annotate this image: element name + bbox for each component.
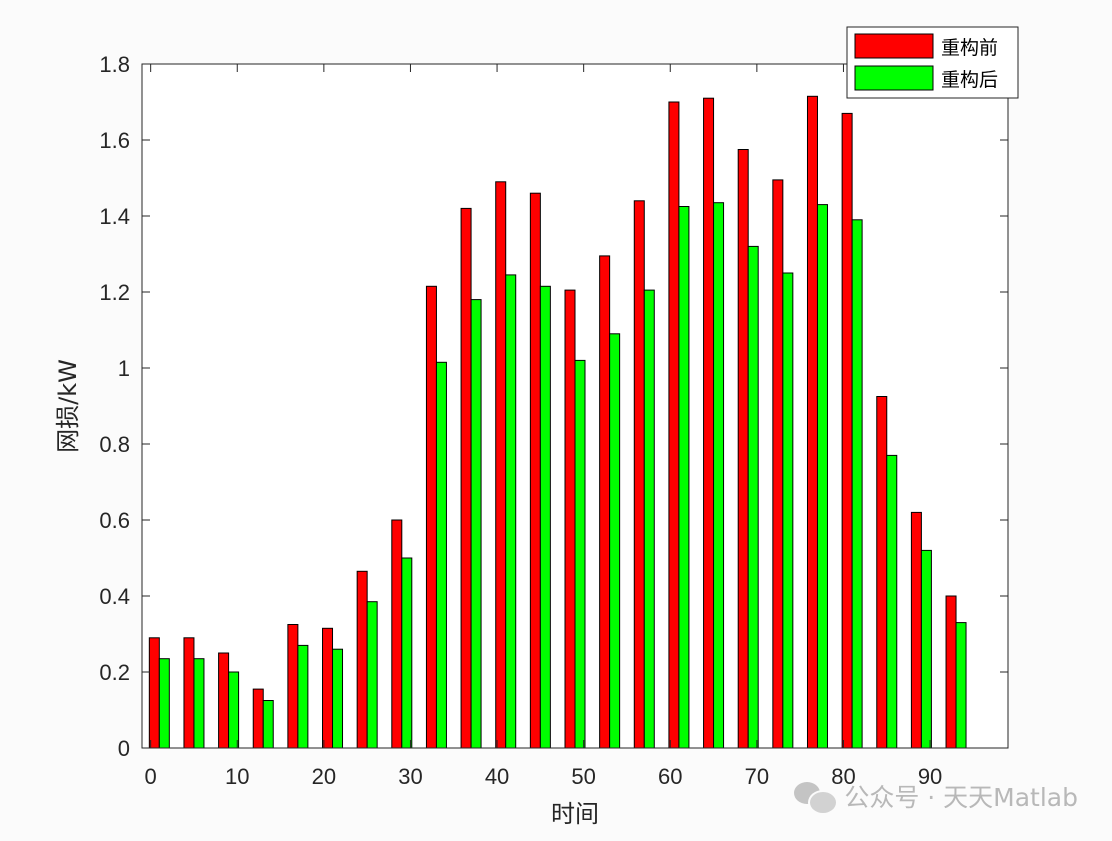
x-tick-label: 0	[145, 764, 157, 789]
bar-before-2	[218, 652, 230, 749]
y-tick-label: 1.8	[99, 52, 130, 77]
bar-before-3	[252, 688, 264, 749]
legend-label-1: 重构后	[941, 69, 998, 91]
x-tick-label: 80	[831, 764, 855, 789]
x-tick-label: 20	[312, 764, 336, 789]
bar-after-15	[678, 206, 690, 749]
bar-before-8	[425, 285, 437, 749]
x-tick-label: 50	[571, 764, 595, 789]
watermark-text: 公众号 · 天天Matlab	[844, 783, 1078, 812]
wechat-icon	[794, 780, 839, 815]
bar-after-6	[366, 601, 378, 749]
legend-label-0: 重构前	[941, 37, 998, 59]
bar-after-3	[262, 700, 274, 749]
axes-layer	[141, 63, 1009, 749]
tick-labels-layer: 0 0.2 0.4 0.6 0.8 1 1.2 1.4 1.6 1.8 0 10 20 30 40 50 60 7…	[99, 52, 942, 789]
y-tick-label: 0.2	[99, 660, 130, 685]
x-tick-label: 30	[398, 764, 422, 789]
bar-after-11	[539, 285, 551, 749]
bar-after-0	[158, 658, 170, 749]
bar-before-12	[564, 289, 576, 749]
y-tick-label: 1	[118, 356, 130, 381]
x-tick-label: 10	[225, 764, 249, 789]
y-tick-label: 1.2	[99, 280, 130, 305]
bar-after-17	[747, 245, 759, 749]
bar-before-10	[495, 181, 507, 749]
bar-after-20	[851, 219, 863, 749]
bar-before-15	[668, 101, 680, 749]
bar-before-20	[841, 112, 853, 749]
bar-before-7	[391, 519, 403, 749]
bar-after-8	[435, 361, 447, 749]
bar-before-13	[599, 255, 611, 749]
bar-before-0	[148, 637, 160, 749]
bar-after-12	[574, 359, 586, 749]
x-tick-label: 70	[745, 764, 769, 789]
y-tick-label: 0.8	[99, 432, 130, 457]
y-tick-label: 0.6	[99, 508, 130, 533]
bar-before-23	[945, 595, 957, 749]
y-tick-label: 0	[118, 736, 130, 761]
bar-after-4	[297, 644, 309, 749]
bar-after-9	[470, 299, 482, 749]
bar-after-13	[609, 333, 621, 749]
bar-after-22	[920, 549, 932, 749]
x-tick-label: 90	[918, 764, 942, 789]
axes-box	[141, 63, 1009, 749]
bar-before-11	[529, 192, 541, 749]
watermark: 公众号 · 天天Matlab	[794, 778, 1078, 815]
x-axis-title: 时间	[551, 800, 599, 828]
bar-before-22	[910, 511, 922, 749]
bar-after-18	[782, 272, 794, 749]
y-tick-label: 0.4	[99, 584, 130, 609]
bar-after-10	[505, 274, 517, 749]
y-tick-label: 1.6	[99, 128, 130, 153]
bar-after-23	[955, 622, 967, 749]
x-tick-label: 40	[485, 764, 509, 789]
bar-before-4	[287, 624, 299, 749]
y-tick-label: 1.4	[99, 204, 130, 229]
bar-after-2	[228, 671, 240, 749]
bar-before-16	[703, 97, 715, 749]
bar-after-14	[643, 289, 655, 749]
bar-after-19	[816, 204, 828, 749]
legend-swatch-1	[854, 65, 934, 91]
x-tick-label: 60	[658, 764, 682, 789]
bar-after-7	[401, 557, 413, 749]
bar-before-17	[737, 149, 749, 749]
bar-before-18	[772, 179, 784, 749]
bar-before-9	[460, 207, 472, 749]
bar-after-21	[886, 454, 898, 749]
bar-after-16	[713, 202, 725, 749]
bar-before-1	[183, 637, 195, 749]
bar-after-1	[193, 658, 205, 749]
bar-before-19	[806, 95, 818, 749]
bar-before-21	[876, 396, 888, 749]
y-axis-title: 网损/kW	[54, 359, 82, 453]
bar-before-14	[633, 200, 645, 749]
bar-before-5	[322, 627, 334, 749]
bar-after-5	[332, 648, 344, 749]
legend-swatch-0	[854, 33, 934, 59]
bar-before-6	[356, 570, 368, 749]
